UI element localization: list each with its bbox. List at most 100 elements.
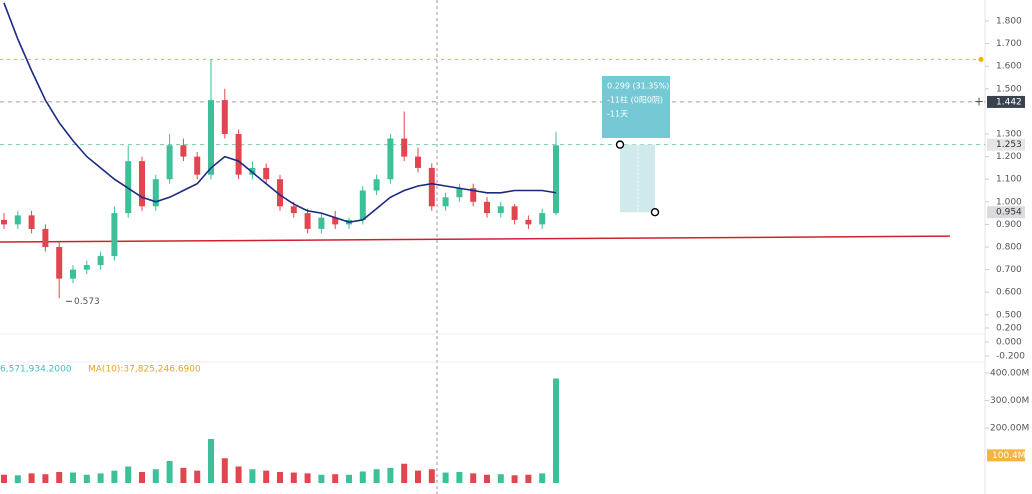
candle-body [470,188,477,202]
volume-bar [208,439,214,483]
volume-bar [42,474,49,483]
candle-body [194,156,201,175]
trendline [0,235,951,243]
volume-bar [456,472,463,483]
volume-bar [304,473,311,483]
volume-bar [401,463,408,483]
volume-tick-label: 400.00M [990,369,1029,379]
candle-body [111,213,118,257]
volume-bar [263,470,270,483]
y-tick-label: 0.600 [996,288,1022,298]
volume-bar [180,467,187,483]
volume-bar [359,471,366,483]
volume-legend: 6,571,934.2000 [0,365,72,375]
candle-body [70,269,76,279]
candle-body [387,138,394,180]
measure-text: -11柱 (0阳0阴) [607,95,663,105]
price-label-box [987,206,1025,219]
macd-tick-label: -0.200 [996,352,1025,362]
volume-tick-label: 200.00M [990,424,1029,434]
volume-bar [166,461,173,483]
candle-body [56,247,63,279]
volume-bar [249,469,256,483]
candle-body [249,167,256,175]
candle-body [290,206,297,214]
volume-bar [152,469,159,483]
y-tick-label: 0.500 [996,310,1022,320]
plus-icon: + [974,94,984,108]
candle-body [401,138,408,157]
y-tick-label: 1.000 [996,197,1022,207]
candle-body [180,145,187,157]
volume-bar [511,475,518,483]
candle-body [415,156,421,168]
candle-body [318,217,325,229]
volume-bar [428,469,435,483]
volume-bar [139,472,145,483]
y-tick-label: 1.100 [996,175,1022,185]
volume-bar [221,458,228,483]
measure-text: -11天 [607,110,628,119]
candle-body [1,219,7,225]
candle-body [83,265,90,270]
candle-body [263,167,270,180]
measure-handle [650,208,660,217]
y-tick-label: 1.600 [996,62,1022,72]
candle-body [304,213,311,229]
low-annotation: 0.573 [74,297,100,307]
volume-bar [318,474,325,483]
y-tick-label: 1.700 [996,39,1022,49]
price-label: 1.253 [996,140,1022,150]
line-handle [978,56,984,62]
candle-body [125,161,132,214]
volume-bar [56,472,63,483]
price-label-box [987,95,1025,108]
volume-bar [111,470,118,483]
volume-bar [387,467,394,483]
y-tick-label: 1.200 [996,152,1022,162]
candle-body [221,100,228,135]
volume-bar [346,474,352,483]
candle-body [484,201,490,214]
candle-body [139,161,145,207]
volume-tick-label: 300.00M [990,396,1029,406]
volume-bar [442,472,449,483]
volume-bar [14,475,21,483]
volume-bar [125,466,132,483]
volume-bar [539,473,546,483]
y-tick-label: 0.900 [996,220,1022,230]
volume-bar [525,474,532,483]
measure-tooltip [602,76,670,138]
measure-handle [615,140,625,149]
volume-bar [470,473,477,483]
volume-bar [83,474,90,483]
y-tick-label: 1.800 [996,17,1022,27]
volume-bar [332,474,339,483]
candle-body [42,228,49,248]
volume-bar [277,472,283,483]
candle-body [525,219,532,225]
volume-bar [553,378,559,483]
volume-bar [290,472,297,483]
candle-body [456,188,463,198]
volume-bar [235,466,242,483]
candle-body [208,100,214,175]
candle-body [14,215,21,225]
macd-tick-label: 0.000 [996,338,1022,348]
volume-bar [194,470,201,483]
candle-body [428,167,435,207]
candle-body [497,206,504,214]
candle-body [277,179,283,207]
y-tick-label: 0.800 [996,243,1022,253]
candle-body [359,190,366,220]
candle-body [511,206,518,220]
volume-legend: MA(10):37,825,246.6900 [88,365,201,375]
volume-bar [497,474,504,483]
price-label: 1.442 [996,97,1022,107]
y-tick-label: 1.500 [996,84,1022,94]
volume-last-box [987,449,1025,462]
candle-body [97,256,104,266]
volume-bar [70,472,76,483]
